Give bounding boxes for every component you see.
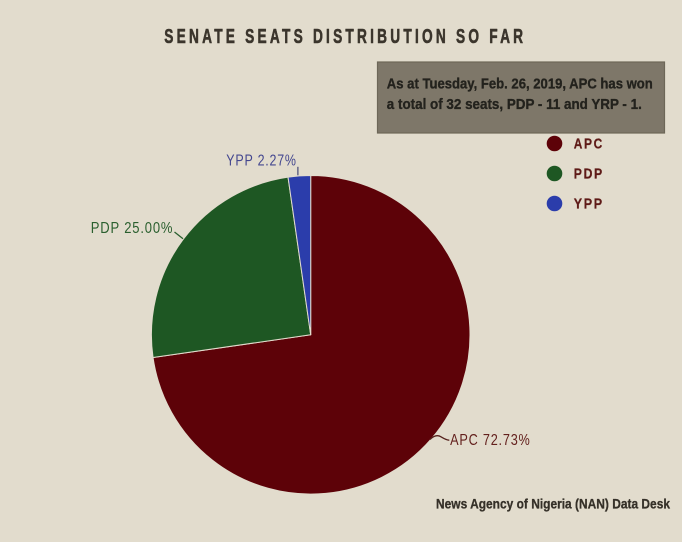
svg-text:APC 72.73%: APC 72.73% <box>450 432 530 449</box>
svg-text:YPP 2.27%: YPP 2.27% <box>226 152 296 169</box>
svg-text:As at Tuesday, Feb. 26, 2019,: As at Tuesday, Feb. 26, 2019, APC has wo… <box>387 75 653 92</box>
svg-text:PDP 25.00%: PDP 25.00% <box>91 220 174 237</box>
svg-text:PDP: PDP <box>574 166 604 183</box>
svg-text:SENATE SEATS DISTRIBUTION SO F: SENATE SEATS DISTRIBUTION SO FAR <box>164 26 526 48</box>
svg-text:APC: APC <box>574 136 604 153</box>
svg-text:YPP: YPP <box>574 196 604 213</box>
svg-text:News Agency of Nigeria (NAN) D: News Agency of Nigeria (NAN) Data Desk <box>436 495 670 511</box>
svg-text:a total of 32 seats, PDP - 11: a total of 32 seats, PDP - 11 and YRP - … <box>387 96 642 113</box>
